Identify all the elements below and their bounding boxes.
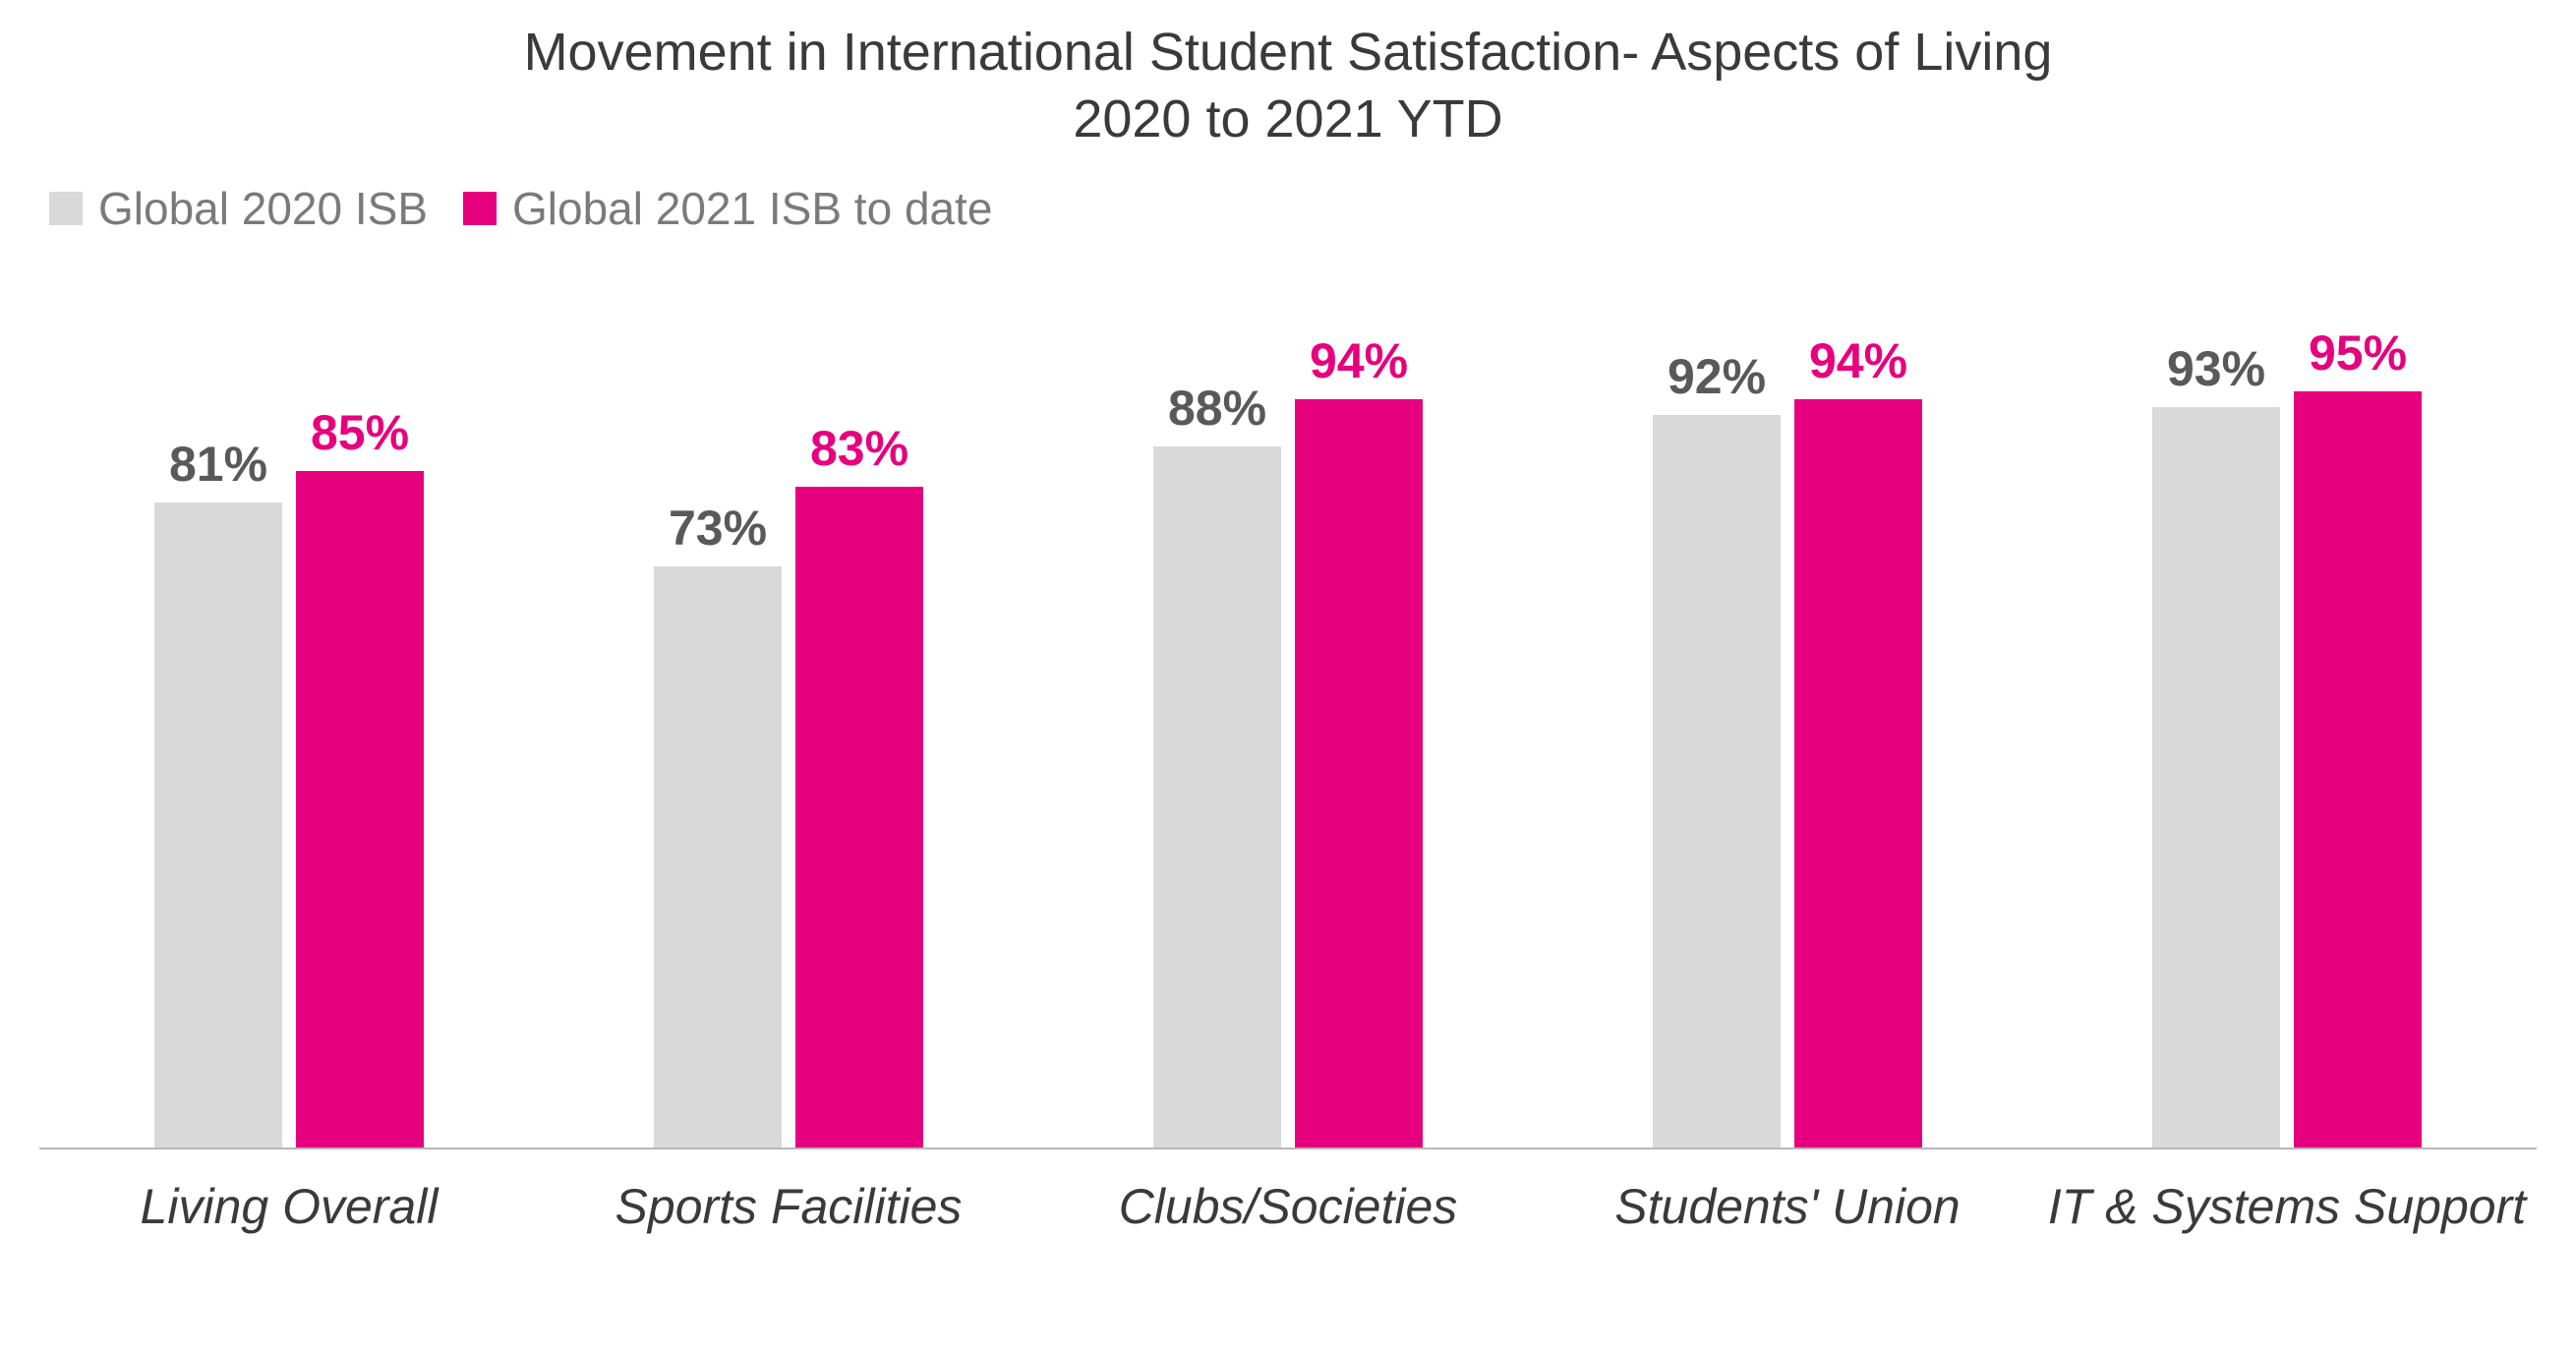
bar-group: 88% 94% bbox=[1038, 245, 1538, 1148]
legend-item-2021: Global 2021 ISB to date bbox=[463, 182, 992, 235]
chart-legend: Global 2020 ISB Global 2021 ISB to date bbox=[49, 182, 2537, 235]
bar-group: 93% 95% bbox=[2037, 245, 2537, 1148]
bar-value-label: 95% bbox=[2309, 324, 2407, 382]
x-axis-category-label: Living Overall bbox=[39, 1177, 539, 1236]
bar-value-label: 85% bbox=[311, 404, 409, 461]
bar-column: 94% bbox=[1295, 245, 1423, 1148]
chart-bar-groups: 81% 85% 73% 83% 88% 94% 92% 94% 93% 95% bbox=[39, 245, 2537, 1148]
bar bbox=[1295, 399, 1423, 1148]
bar bbox=[296, 471, 424, 1149]
bar bbox=[1794, 399, 1922, 1148]
chart-title: Movement in International Student Satisf… bbox=[305, 20, 2271, 152]
bar-value-label: 81% bbox=[169, 436, 267, 493]
bar-value-label: 92% bbox=[1668, 348, 1766, 405]
x-axis-category-label: IT & Systems Support bbox=[2037, 1177, 2537, 1236]
legend-label-2020: Global 2020 ISB bbox=[98, 182, 428, 235]
bar-column: 92% bbox=[1653, 245, 1781, 1148]
bar-value-label: 73% bbox=[669, 500, 767, 557]
bar-group: 92% 94% bbox=[1538, 245, 2037, 1148]
bar bbox=[2152, 407, 2280, 1148]
bar bbox=[154, 502, 282, 1148]
bar bbox=[654, 566, 782, 1148]
bar-column: 88% bbox=[1153, 245, 1281, 1148]
bar bbox=[1153, 446, 1281, 1148]
bar bbox=[795, 487, 923, 1148]
bar-column: 73% bbox=[654, 245, 782, 1148]
satisfaction-bar-chart: Movement in International Student Satisf… bbox=[0, 0, 2576, 1355]
bar-group: 81% 85% bbox=[39, 245, 539, 1148]
chart-x-axis-labels: Living OverallSports FacilitiesClubs/Soc… bbox=[39, 1177, 2537, 1236]
bar-column: 94% bbox=[1794, 245, 1922, 1148]
legend-swatch-2020 bbox=[49, 192, 83, 225]
bar-value-label: 93% bbox=[2167, 340, 2265, 397]
x-axis-category-label: Students' Union bbox=[1538, 1177, 2037, 1236]
bar-column: 95% bbox=[2294, 245, 2422, 1148]
bar bbox=[2294, 391, 2422, 1149]
bar-value-label: 94% bbox=[1809, 332, 1907, 389]
bar-column: 93% bbox=[2152, 245, 2280, 1148]
legend-item-2020: Global 2020 ISB bbox=[49, 182, 428, 235]
bar-column: 81% bbox=[154, 245, 282, 1148]
x-axis-category-label: Sports Facilities bbox=[539, 1177, 1038, 1236]
legend-swatch-2021 bbox=[463, 192, 497, 225]
bar-column: 85% bbox=[296, 245, 424, 1148]
bar-value-label: 88% bbox=[1168, 380, 1266, 437]
bar-value-label: 94% bbox=[1310, 332, 1408, 389]
chart-plot-area: 81% 85% 73% 83% 88% 94% 92% 94% 93% 95% bbox=[39, 245, 2537, 1149]
bar-group: 73% 83% bbox=[539, 245, 1038, 1148]
bar-value-label: 83% bbox=[810, 420, 908, 477]
chart-title-line1: Movement in International Student Satisf… bbox=[524, 23, 2053, 82]
x-axis-category-label: Clubs/Societies bbox=[1038, 1177, 1538, 1236]
bar-column: 83% bbox=[795, 245, 923, 1148]
bar bbox=[1653, 415, 1781, 1148]
legend-label-2021: Global 2021 ISB to date bbox=[512, 182, 992, 235]
chart-title-line2: 2020 to 2021 YTD bbox=[1073, 89, 1502, 148]
